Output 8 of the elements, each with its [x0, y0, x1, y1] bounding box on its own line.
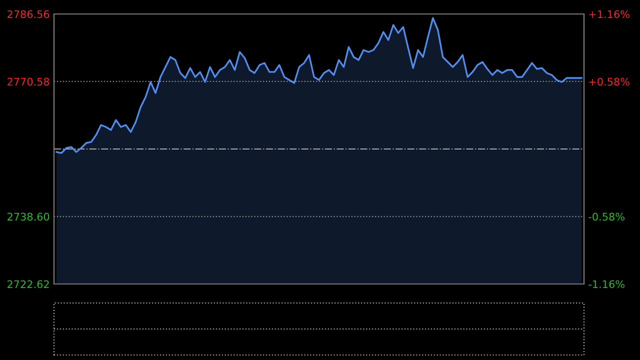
y-tick-label: 2738.60 — [8, 212, 50, 221]
y-tick-label: 2786.56 — [8, 10, 50, 18]
y2-tick-label: -1.16% — [588, 280, 624, 288]
y2-tick-label: -0.58% — [588, 212, 624, 221]
y-tick-label: 2770.58 — [8, 78, 50, 86]
y2-tick-label: +1.16% — [589, 10, 630, 18]
y2-tick-label: +0.58% — [589, 78, 630, 86]
y-tick-label: 2722.62 — [8, 280, 49, 288]
